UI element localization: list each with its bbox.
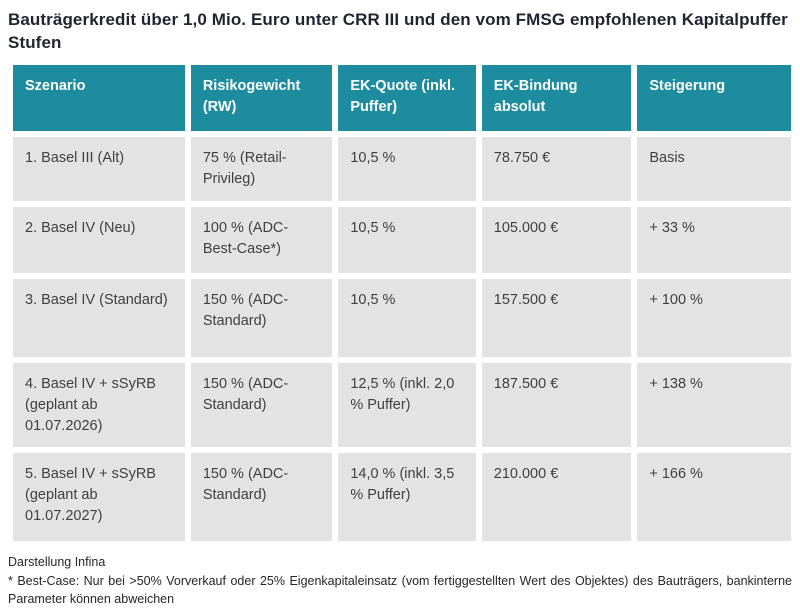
cell-szenario: 1. Basel III (Alt) bbox=[13, 137, 185, 201]
header-szenario: Szenario bbox=[13, 65, 185, 131]
cell-ek-quote: 12,5 % (inkl. 2,0 % Puffer) bbox=[338, 363, 476, 447]
cell-ek-quote: 10,5 % bbox=[338, 207, 476, 273]
table-row-basel4-neu: 2. Basel IV (Neu) 100 % (ADC-Best-Case*)… bbox=[13, 207, 791, 273]
cell-steigerung: Basis bbox=[637, 137, 791, 201]
header-row: Szenario Risikogewicht (RW) EK-Quote (in… bbox=[13, 65, 791, 131]
cell-szenario: 3. Basel IV (Standard) bbox=[13, 279, 185, 357]
cell-steigerung: + 166 % bbox=[637, 453, 791, 541]
cell-szenario: 5. Basel IV + sSyRB (geplant ab 01.07.20… bbox=[13, 453, 185, 541]
cell-steigerung: + 138 % bbox=[637, 363, 791, 447]
cell-ek-quote: 10,5 % bbox=[338, 279, 476, 357]
cell-steigerung: + 100 % bbox=[637, 279, 791, 357]
cell-szenario: 4. Basel IV + sSyRB (geplant ab 01.07.20… bbox=[13, 363, 185, 447]
cell-ek-bindung: 187.500 € bbox=[481, 363, 632, 447]
table-row-basel4-ssyrb-2026: 4. Basel IV + sSyRB (geplant ab 01.07.20… bbox=[13, 363, 791, 447]
cell-risikogewicht: 150 % (ADC-Standard) bbox=[190, 279, 333, 357]
cell-ek-bindung: 210.000 € bbox=[481, 453, 632, 541]
cell-ek-bindung: 157.500 € bbox=[481, 279, 632, 357]
cell-risikogewicht: 150 % (ADC-Standard) bbox=[190, 453, 333, 541]
header-ek-quote: EK-Quote (inkl. Puffer) bbox=[338, 65, 476, 131]
capital-buffer-table: Szenario Risikogewicht (RW) EK-Quote (in… bbox=[7, 59, 797, 547]
footnotes: Darstellung Infina * Best-Case: Nur bei … bbox=[8, 553, 792, 608]
page-title: Bauträgerkredit über 1,0 Mio. Euro unter… bbox=[8, 10, 788, 52]
header-risikogewicht: Risikogewicht (RW) bbox=[190, 65, 333, 131]
cell-steigerung: + 33 % bbox=[637, 207, 791, 273]
cell-ek-quote: 14,0 % (inkl. 3,5 % Puffer) bbox=[338, 453, 476, 541]
table-row-basel4-standard: 3. Basel IV (Standard) 150 % (ADC-Standa… bbox=[13, 279, 791, 357]
cell-ek-bindung: 78.750 € bbox=[481, 137, 632, 201]
footnote-best-case: * Best-Case: Nur bei >50% Vorverkauf ode… bbox=[8, 574, 792, 606]
cell-risikogewicht: 75 % (Retail-Privileg) bbox=[190, 137, 333, 201]
table-row-basel4-ssyrb-2027: 5. Basel IV + sSyRB (geplant ab 01.07.20… bbox=[13, 453, 791, 541]
table-row-basel3-alt: 1. Basel III (Alt) 75 % (Retail-Privileg… bbox=[13, 137, 791, 201]
cell-ek-bindung: 105.000 € bbox=[481, 207, 632, 273]
cell-ek-quote: 10,5 % bbox=[338, 137, 476, 201]
cell-risikogewicht: 100 % (ADC-Best-Case*) bbox=[190, 207, 333, 273]
cell-risikogewicht: 150 % (ADC-Standard) bbox=[190, 363, 333, 447]
footnote-source: Darstellung Infina bbox=[8, 555, 106, 569]
cell-szenario: 2. Basel IV (Neu) bbox=[13, 207, 185, 273]
header-steigerung: Steigerung bbox=[637, 65, 791, 131]
header-ek-bindung: EK-Bindung absolut bbox=[481, 65, 632, 131]
